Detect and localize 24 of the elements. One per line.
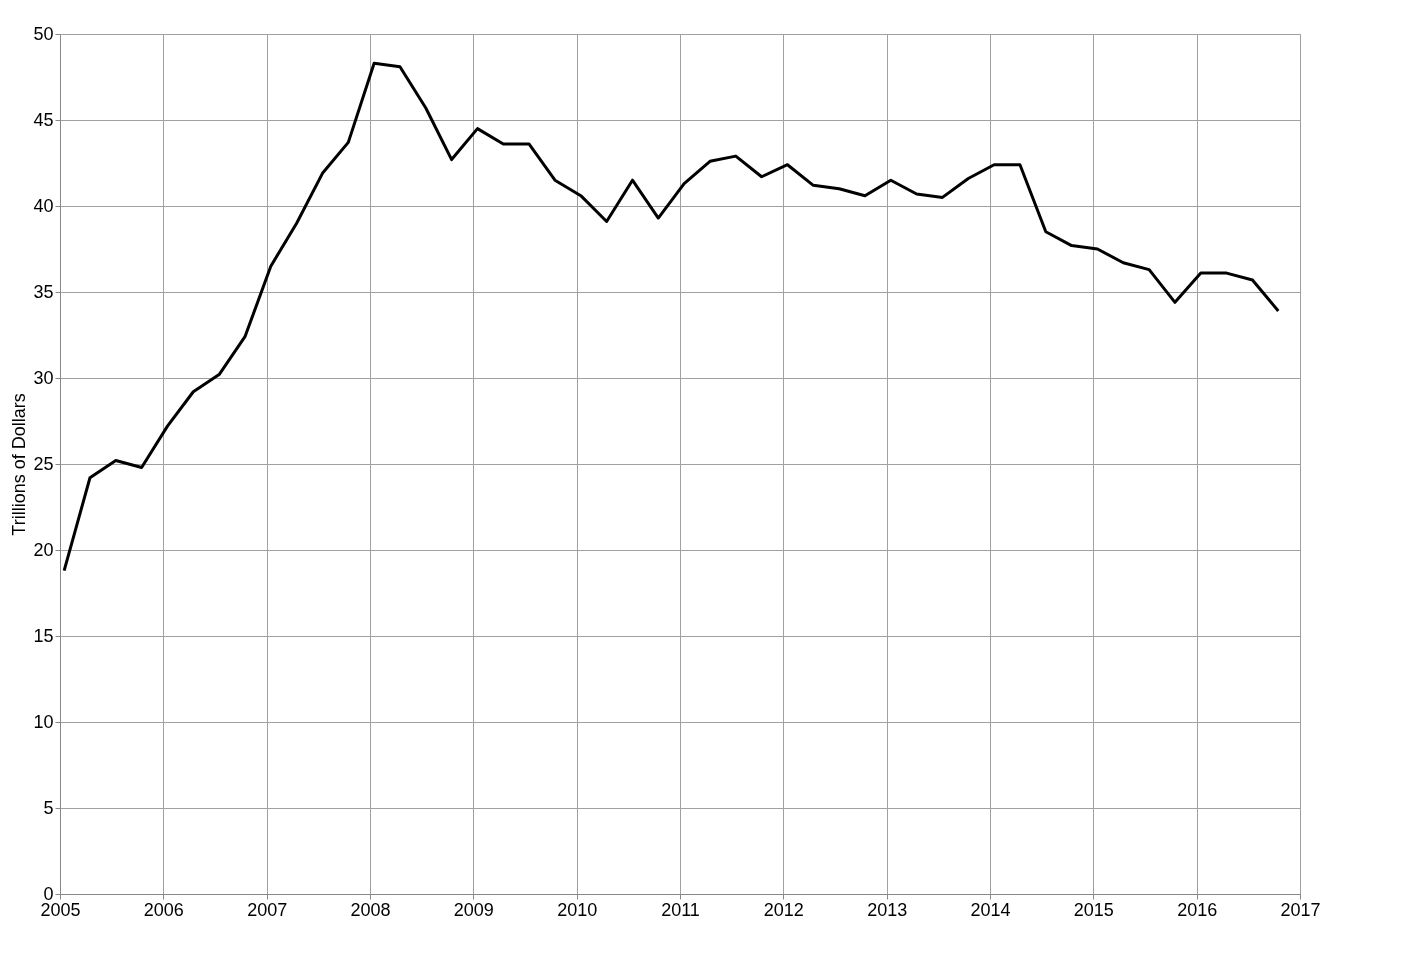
- y-tick-label: 5: [43, 797, 54, 818]
- x-tick-label: 2015: [1073, 899, 1114, 920]
- y-tick-label: 40: [33, 195, 54, 216]
- x-tick-label: 2006: [143, 899, 184, 920]
- y-tick-label: 30: [33, 367, 54, 388]
- x-tick-label: 2013: [867, 899, 908, 920]
- y-tick-label: 45: [33, 109, 54, 130]
- y-tick-label: 20: [33, 539, 54, 560]
- x-tick-label: 2010: [557, 899, 598, 920]
- x-tick-label: 2014: [970, 899, 1011, 920]
- x-tick-label: 2009: [453, 899, 494, 920]
- y-tick-label: 10: [33, 711, 54, 732]
- x-tick-label: 2011: [661, 899, 700, 920]
- y-tick-label: 35: [33, 281, 54, 302]
- y-tick-label: 25: [33, 453, 54, 474]
- line-series: [62, 61, 1280, 573]
- x-tick-label: 2008: [350, 899, 391, 920]
- y-tick-label: 15: [33, 625, 54, 646]
- y-axis-title: Trillions of Dollars: [9, 393, 30, 536]
- x-tick-label: 2007: [247, 899, 288, 920]
- x-tick-label: 2012: [763, 899, 804, 920]
- y-tick-label: 50: [33, 23, 54, 44]
- x-tick-label: 2017: [1280, 899, 1321, 920]
- x-tick-label: 2016: [1177, 899, 1218, 920]
